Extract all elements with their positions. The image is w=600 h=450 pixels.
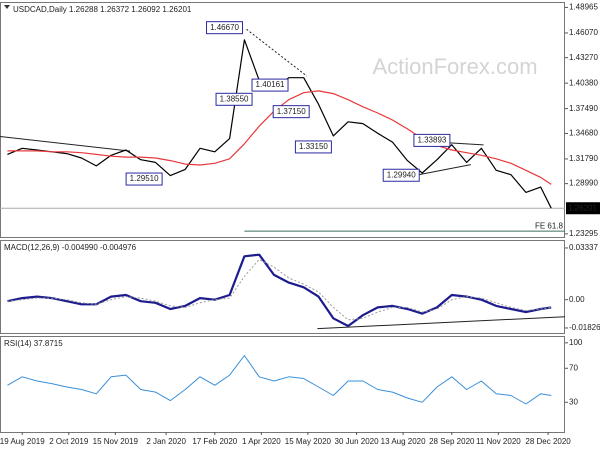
annotation-box <box>413 133 451 147</box>
y-tick-label: 1.48965 <box>569 3 598 12</box>
annotation-box <box>382 168 420 182</box>
panel-title: USDCAD,Daily 1.26288 1.26372 1.26092 1.2… <box>13 5 192 14</box>
annotation-box <box>272 105 310 119</box>
fe-label: FE 61.8 <box>535 221 564 230</box>
current-price-label: 1.26201 <box>568 203 597 212</box>
x-tick-label: 17 Feb 2020 <box>192 437 237 446</box>
x-tick-label: 28 Sep 2020 <box>429 437 475 446</box>
x-tick-label: 30 Jun 2020 <box>335 437 380 446</box>
annotation-box <box>251 78 289 92</box>
annotation-label: 1.29510 <box>130 174 159 183</box>
panel-frame <box>0 240 565 334</box>
watermark: ActionForex.com <box>372 54 537 79</box>
y-tick-label: 1.34680 <box>569 129 598 138</box>
series-line <box>7 258 552 321</box>
trend-line <box>317 316 566 330</box>
series-line <box>7 355 552 405</box>
x-tick-label: 1 Apr 2020 <box>242 437 281 446</box>
y-tick-label: 70 <box>569 363 578 372</box>
y-tick-label: -0.018262 <box>569 323 600 332</box>
y-tick-label: 1.37490 <box>569 104 598 113</box>
y-tick-label: 1.28990 <box>569 179 598 188</box>
panel-frame <box>0 2 565 238</box>
annotation-box <box>215 92 253 106</box>
x-tick-label: 19 Aug 2019 <box>0 437 45 446</box>
trend-line <box>0 136 131 152</box>
x-tick-label: 2 Oct 2019 <box>49 437 89 446</box>
y-tick-label: 1.31790 <box>569 154 598 163</box>
trend-line <box>246 28 308 77</box>
y-tick-label: 1.43270 <box>569 53 598 62</box>
annotation-box <box>125 172 163 186</box>
panel-frame <box>0 336 565 433</box>
x-tick-label: 11 Nov 2020 <box>476 437 521 446</box>
panel-title: MACD(12,26,9) -0.004990 -0.004976 <box>4 243 137 252</box>
y-tick-label: 1.40380 <box>569 78 598 87</box>
annotation-label: 1.40161 <box>256 80 285 89</box>
annotation-label: 1.29940 <box>387 170 416 179</box>
x-tick-label: 15 Nov 2019 <box>93 437 139 446</box>
menu-arrow <box>4 5 10 9</box>
y-tick-label: 30 <box>569 397 578 406</box>
annotation-label: 1.38550 <box>220 94 249 103</box>
annotation-label: 1.33893 <box>417 136 446 145</box>
x-tick-label: 13 Aug 2020 <box>381 437 426 446</box>
current-price-box <box>566 202 600 215</box>
annotation-label: 1.33150 <box>299 142 328 151</box>
annotation-label: 1.46670 <box>210 23 239 32</box>
annotation-label: 1.37150 <box>277 107 306 116</box>
y-tick-label: 0.00 <box>569 295 585 304</box>
annotation-box <box>294 140 332 154</box>
y-tick-label: 1.23295 <box>569 229 598 238</box>
x-tick-label: 15 May 2020 <box>285 437 332 446</box>
x-tick-label: 28 Dec 2020 <box>525 437 571 446</box>
panel-title: RSI(14) 37.8715 <box>4 339 63 348</box>
y-tick-label: 1.46070 <box>569 28 598 37</box>
y-tick-label: 100 <box>569 338 583 347</box>
x-tick-label: 2 Jan 2020 <box>146 437 186 446</box>
y-tick-label: 0.03337 <box>569 243 598 252</box>
annotation-box <box>206 21 244 35</box>
